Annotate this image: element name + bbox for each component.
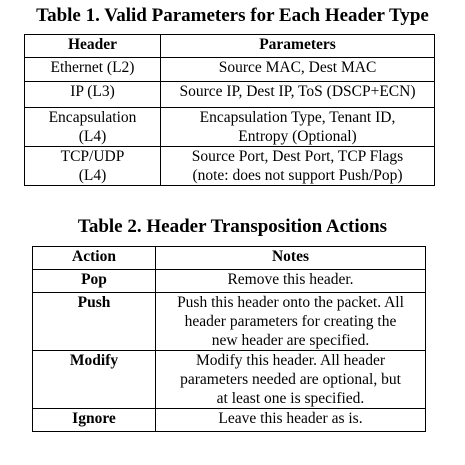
cell-text: at least one is specified.: [216, 390, 365, 407]
table-row: Ignore Leave this header as is.: [32, 408, 426, 432]
table2-col-action: Action: [32, 246, 156, 270]
table1-col-parameters: Parameters: [160, 34, 435, 58]
table-row: Modify Modify this header. All header pa…: [32, 350, 426, 409]
notes-cell: Modify this header. All header parameter…: [155, 350, 426, 409]
notes-cell: Leave this header as is.: [155, 408, 426, 432]
table-row: Pop Remove this header.: [32, 269, 426, 293]
cell-text: Source MAC, Dest MAC: [218, 59, 377, 76]
action-cell: Push: [32, 292, 156, 351]
table2-transposition-actions: Action Notes Pop Remove this header. Pus…: [32, 246, 426, 432]
cell-text: (L4): [78, 167, 107, 184]
cell-text: TCP/UDP: [60, 148, 125, 165]
notes-cell: Push this header onto the packet. All he…: [155, 292, 426, 351]
table-row: IP (L3) Source IP, Dest IP, ToS (DSCP+EC…: [24, 81, 435, 108]
cell-text: Push this header onto the packet. All: [177, 294, 404, 311]
parameters-cell: Source MAC, Dest MAC: [160, 57, 435, 82]
cell-text: Leave this header as is.: [218, 410, 363, 427]
cell-text: Ethernet (L2): [50, 59, 135, 76]
table2-caption: Table 2. Header Transposition Actions: [77, 216, 388, 237]
action-cell: Ignore: [32, 408, 156, 432]
cell-text: IP (L3): [70, 83, 115, 100]
header-cell: IP (L3): [24, 81, 161, 108]
cell-text: Encapsulation Type, Tenant ID,: [199, 109, 396, 126]
header-cell: Encapsulation (L4): [24, 107, 161, 147]
table2-header-row: Action Notes: [32, 246, 426, 270]
cell-text: Modify this header. All header: [196, 352, 385, 369]
cell-text: Remove this header.: [227, 271, 354, 288]
parameters-cell: Source IP, Dest IP, ToS (DSCP+ECN): [160, 81, 435, 108]
action-cell: Pop: [32, 269, 156, 293]
table2-col-notes: Notes: [155, 246, 426, 270]
table-row: TCP/UDP (L4) Source Port, Dest Port, TCP…: [24, 146, 435, 186]
cell-text: header parameters for creating the: [184, 313, 397, 330]
cell-text: Source IP, Dest IP, ToS (DSCP+ECN): [179, 83, 416, 100]
table-row: Ethernet (L2) Source MAC, Dest MAC: [24, 57, 435, 82]
header-cell: TCP/UDP (L4): [24, 146, 161, 186]
notes-cell: Remove this header.: [155, 269, 426, 293]
header-cell: Ethernet (L2): [24, 57, 161, 82]
cell-text: Source Port, Dest Port, TCP Flags: [191, 148, 404, 165]
table1-col-header: Header: [24, 34, 161, 58]
table1-valid-parameters: Header Parameters Ethernet (L2) Source M…: [24, 34, 435, 186]
parameters-cell: Encapsulation Type, Tenant ID, Entropy (…: [160, 107, 435, 147]
cell-text: Entropy (Optional): [238, 128, 357, 145]
table1-header-row: Header Parameters: [24, 34, 435, 58]
action-cell: Modify: [32, 350, 156, 409]
table-row: Encapsulation (L4) Encapsulation Type, T…: [24, 107, 435, 147]
cell-text: (L4): [78, 128, 107, 145]
cell-text: Encapsulation: [48, 109, 137, 126]
cell-text: new header are specified.: [211, 332, 370, 349]
table1-caption: Table 1. Valid Parameters for Each Heade…: [36, 5, 429, 26]
table-row: Push Push this header onto the packet. A…: [32, 292, 426, 351]
cell-text: parameters needed are optional, but: [180, 371, 401, 388]
cell-text: (note: does not support Push/Pop): [192, 167, 403, 184]
parameters-cell: Source Port, Dest Port, TCP Flags (note:…: [160, 146, 435, 186]
